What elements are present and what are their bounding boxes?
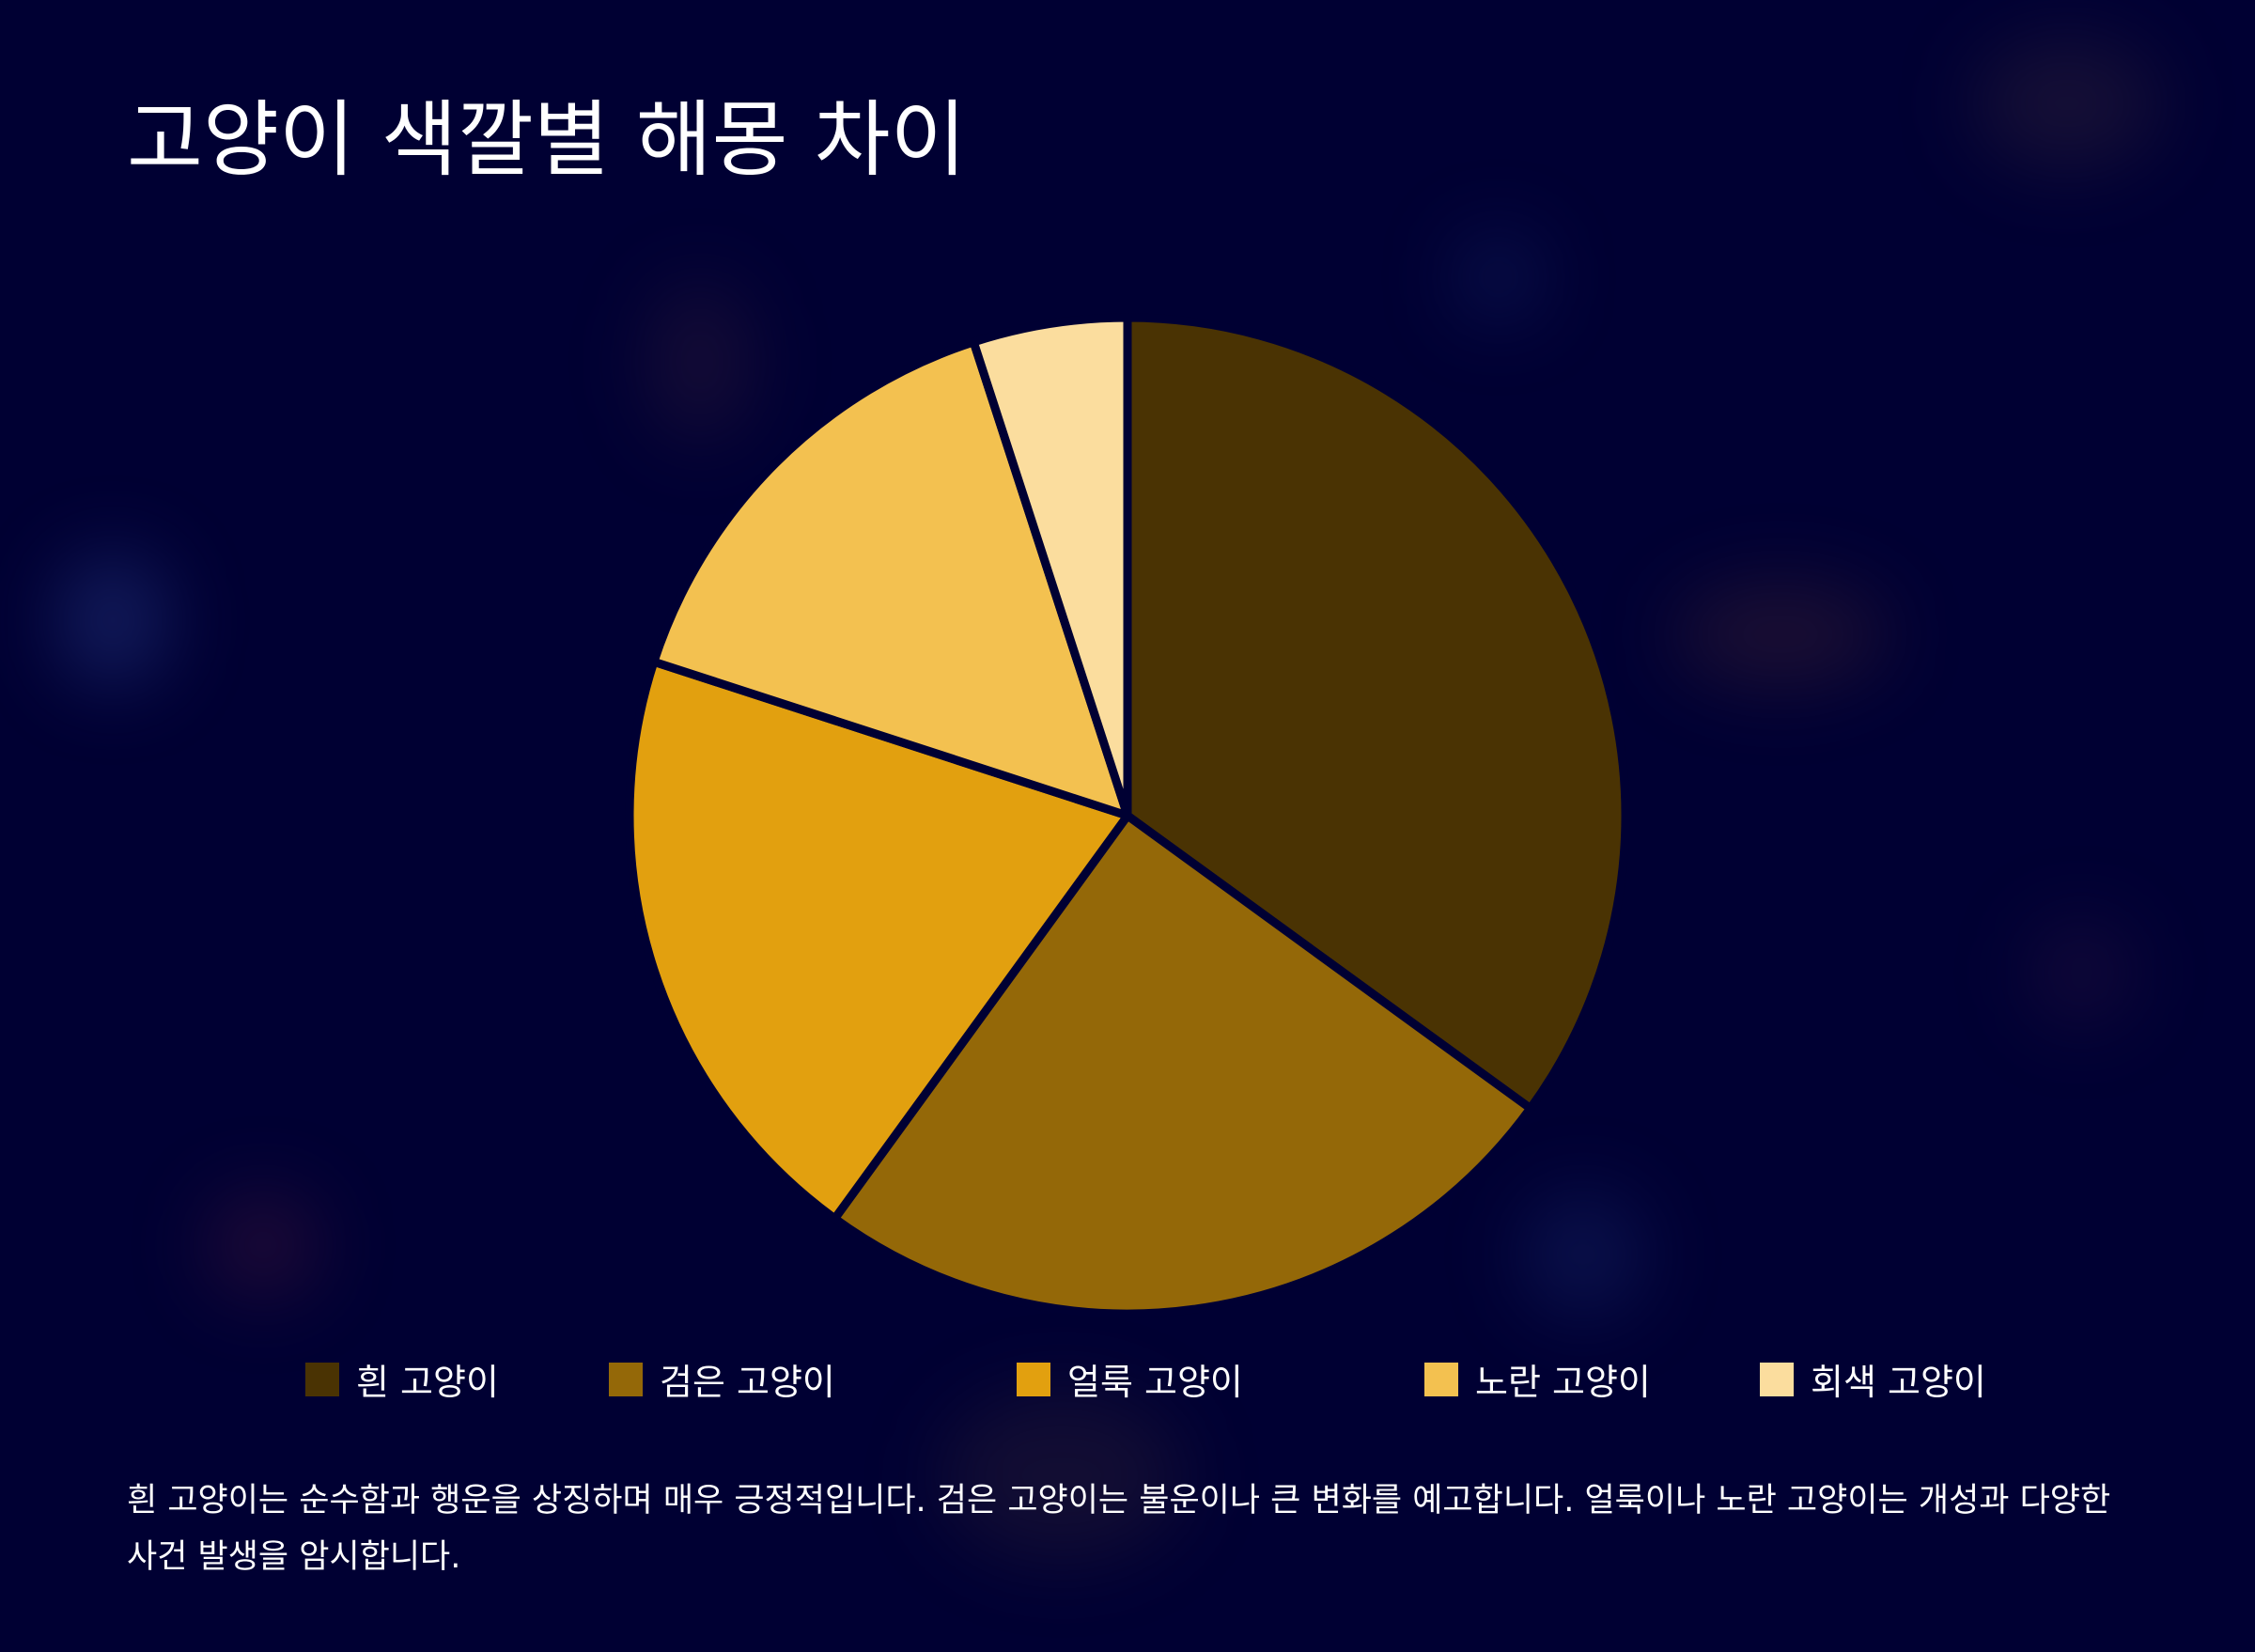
legend-swatch bbox=[1424, 1362, 1458, 1396]
legend-swatch bbox=[1760, 1362, 1794, 1396]
chart-title: 고양이 색깔별 해몽 차이 bbox=[127, 91, 967, 188]
background-glow bbox=[940, 1391, 1184, 1560]
legend-label: 노란 고양이 bbox=[1475, 1362, 1651, 1403]
pie-slice-1 bbox=[1123, 313, 1630, 1114]
legend-swatch bbox=[1017, 1362, 1050, 1396]
pie-slice-2 bbox=[830, 811, 1535, 1318]
legend-item: 흰 고양이 bbox=[305, 1353, 499, 1405]
legend: 흰 고양이 검은 고양이 얼룩 고양이 노란 고양이 회색 고양이 bbox=[0, 1353, 2255, 1410]
pie-slice-3 bbox=[625, 657, 1132, 1223]
background-glow bbox=[1522, 1193, 1644, 1316]
legend-item: 노란 고양이 bbox=[1424, 1353, 1651, 1405]
legend-item: 얼룩 고양이 bbox=[1017, 1353, 1243, 1405]
legend-swatch bbox=[609, 1362, 643, 1396]
background-glow bbox=[1672, 583, 1889, 686]
legend-swatch bbox=[305, 1362, 339, 1396]
legend-label: 흰 고양이 bbox=[356, 1362, 499, 1403]
legend-item: 검은 고양이 bbox=[609, 1353, 835, 1405]
legend-label: 회색 고양이 bbox=[1811, 1362, 1986, 1403]
legend-label: 얼룩 고양이 bbox=[1067, 1362, 1243, 1403]
background-glow bbox=[1973, 38, 2161, 169]
legend-item: 회색 고양이 bbox=[1760, 1353, 1986, 1405]
background-glow bbox=[648, 282, 752, 442]
description-text: 흰 고양이는 순수함과 행운을 상징하며 매우 긍정적입니다. 검은 고양이는 … bbox=[127, 1482, 2111, 1576]
background-glow bbox=[56, 554, 169, 686]
legend-label: 검은 고양이 bbox=[660, 1362, 835, 1403]
background-glow bbox=[1456, 235, 1541, 319]
background-glow bbox=[207, 1193, 319, 1297]
background-glow bbox=[2030, 921, 2133, 1024]
pie-slice-5 bbox=[969, 313, 1132, 820]
